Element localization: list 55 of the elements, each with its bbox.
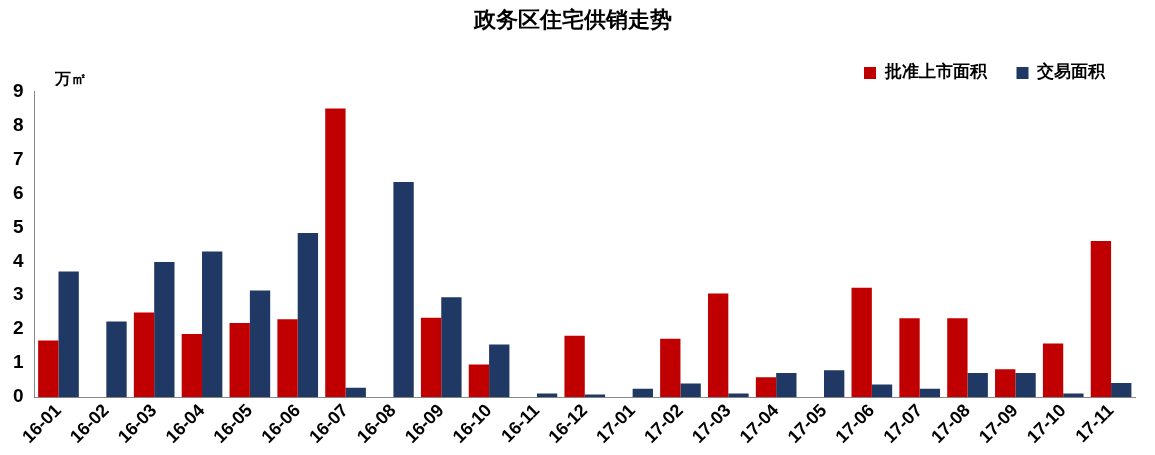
- bar: [632, 388, 653, 398]
- bar: [536, 393, 558, 398]
- bar: [919, 388, 941, 398]
- bar: [728, 393, 749, 398]
- bar: [468, 364, 490, 398]
- bar: [947, 318, 968, 398]
- bar: [325, 108, 346, 398]
- y-tick-label: 5: [12, 215, 24, 237]
- bar: [707, 293, 729, 398]
- bar: [133, 312, 155, 398]
- bar: [181, 333, 203, 398]
- bar: [584, 394, 606, 398]
- y-axis-title: 万㎡: [53, 68, 87, 88]
- chart-title: 政务区住宅供销走势: [472, 6, 672, 32]
- bar: [154, 261, 175, 398]
- bar: [420, 317, 442, 398]
- bar: [38, 340, 59, 398]
- legend-label: 交易面积: [1036, 61, 1106, 82]
- bar: [106, 321, 127, 398]
- bar: [1090, 240, 1112, 398]
- bar: [680, 383, 701, 398]
- bar: [297, 233, 319, 398]
- bar: [660, 338, 681, 398]
- bar: [58, 271, 79, 398]
- bar: [995, 369, 1016, 398]
- bar: [776, 373, 797, 398]
- bar: [393, 182, 414, 398]
- y-tick-label: 1: [12, 351, 24, 373]
- bar: [824, 370, 845, 398]
- bar: [1111, 382, 1132, 398]
- y-tick-label: 4: [12, 249, 24, 271]
- y-tick-label: 9: [12, 79, 24, 101]
- y-tick-label: 0: [12, 385, 24, 407]
- bar: [441, 297, 462, 398]
- bar: [202, 251, 223, 398]
- y-tick-label: 6: [12, 181, 24, 203]
- bar: [249, 290, 271, 398]
- bar: [899, 318, 920, 398]
- bar: [277, 319, 298, 398]
- bar: [489, 344, 510, 398]
- y-tick-label: 8: [12, 113, 24, 135]
- y-tick-label: 2: [12, 317, 24, 339]
- bar: [345, 387, 366, 398]
- bar: [1015, 373, 1036, 398]
- bar: [871, 384, 893, 398]
- bar: [1042, 343, 1064, 398]
- bar: [967, 373, 988, 398]
- bar: [564, 335, 585, 398]
- bar: [229, 323, 250, 398]
- bar: [1063, 393, 1084, 398]
- legend-label: 批准上市面积: [883, 61, 988, 82]
- bar: [851, 287, 872, 398]
- bar: [755, 377, 777, 398]
- y-tick-label: 7: [12, 147, 24, 169]
- y-tick-label: 3: [12, 283, 24, 305]
